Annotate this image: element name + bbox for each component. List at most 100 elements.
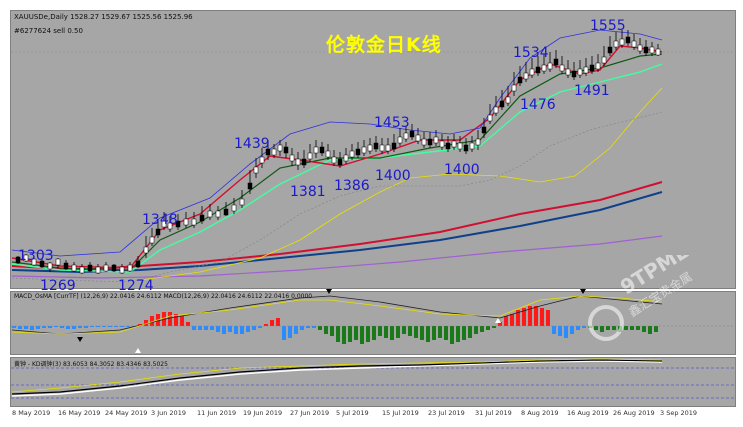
candle-body bbox=[433, 136, 439, 144]
candle-body bbox=[63, 262, 69, 270]
date-label: 11 Jun 2019 bbox=[197, 409, 237, 417]
macd-bar bbox=[378, 326, 382, 336]
candle-body bbox=[403, 132, 409, 140]
macd-bar bbox=[570, 326, 574, 334]
macd-bar bbox=[330, 326, 334, 336]
candle-body bbox=[325, 150, 331, 158]
candle-body bbox=[421, 138, 427, 146]
macd-bar bbox=[480, 326, 484, 332]
candle-body bbox=[499, 100, 505, 108]
candle-body bbox=[231, 204, 237, 212]
candle-body bbox=[505, 96, 511, 104]
price-label: 1386 bbox=[334, 178, 370, 194]
macd-bar bbox=[450, 326, 454, 344]
candle-body bbox=[577, 68, 583, 76]
candle-body bbox=[397, 136, 403, 144]
date-label: 8 May 2019 bbox=[12, 409, 51, 417]
macd-bar bbox=[492, 326, 496, 328]
candle-body bbox=[15, 256, 21, 264]
macd-bar bbox=[510, 314, 514, 326]
price-label: 1555 bbox=[590, 18, 626, 34]
candle-body bbox=[331, 156, 337, 164]
macd-bar bbox=[546, 310, 550, 326]
macd-bar bbox=[462, 326, 466, 340]
candle-body bbox=[541, 64, 547, 72]
macd-bar bbox=[186, 322, 190, 326]
price-label: 1476 bbox=[520, 97, 556, 113]
macd-bar bbox=[168, 312, 172, 326]
macd-bar bbox=[636, 326, 640, 330]
macd-bar bbox=[630, 326, 634, 330]
candle-body bbox=[289, 154, 295, 162]
macd-bar bbox=[600, 326, 604, 332]
candle-body bbox=[487, 114, 493, 122]
macd-bar bbox=[96, 326, 100, 327]
macd-bar bbox=[204, 326, 208, 330]
macd-bar bbox=[72, 326, 76, 329]
candle-body bbox=[253, 166, 259, 174]
candle-body bbox=[143, 246, 149, 254]
kd-line-d bbox=[11, 359, 663, 395]
macd-bar bbox=[180, 316, 184, 326]
macd-bar bbox=[210, 326, 214, 330]
macd-bar bbox=[654, 326, 658, 332]
macd-bar bbox=[108, 326, 112, 327]
macd-bar bbox=[384, 326, 388, 338]
candle-body bbox=[319, 146, 325, 154]
macd-bar bbox=[114, 326, 118, 327]
candle-body bbox=[553, 58, 559, 66]
candle-body bbox=[199, 214, 205, 222]
candle-body bbox=[183, 218, 189, 226]
macd-bar bbox=[90, 326, 94, 327]
macd-bar bbox=[582, 326, 586, 328]
date-label: 8 Aug 2019 bbox=[521, 409, 559, 417]
macd-bar bbox=[396, 326, 400, 338]
macd-bar bbox=[648, 326, 652, 334]
price-label: 1400 bbox=[444, 162, 480, 178]
candle-body bbox=[631, 40, 637, 48]
macd-bar bbox=[474, 326, 478, 334]
ma-line-green bbox=[11, 53, 663, 271]
macd-bar bbox=[282, 326, 286, 340]
macd-bar bbox=[324, 326, 328, 334]
candle-body bbox=[493, 106, 499, 114]
macd-bar bbox=[408, 326, 412, 336]
candle-body bbox=[415, 134, 421, 142]
macd-bar bbox=[174, 314, 178, 326]
candle-body bbox=[191, 218, 197, 226]
candle-body bbox=[463, 144, 469, 152]
macd-bar bbox=[84, 326, 88, 328]
macd-bar bbox=[150, 316, 154, 326]
macd-panel[interactable] bbox=[10, 291, 736, 355]
candle-body bbox=[517, 76, 523, 84]
macd-bar bbox=[42, 326, 46, 328]
macd-bar bbox=[336, 326, 340, 342]
macd-bar bbox=[522, 308, 526, 326]
macd-bar bbox=[54, 326, 58, 327]
candle-body bbox=[379, 144, 385, 152]
candle-body bbox=[215, 210, 221, 218]
date-label: 31 Jul 2019 bbox=[475, 409, 512, 417]
macd-bar bbox=[216, 326, 220, 332]
macd-bar bbox=[360, 326, 364, 344]
macd-bar bbox=[438, 326, 442, 338]
candle-body bbox=[23, 254, 29, 262]
date-label: 24 May 2019 bbox=[105, 409, 148, 417]
ma-line-yellow bbox=[139, 87, 663, 281]
macd-bar bbox=[414, 326, 418, 338]
candle-body bbox=[601, 56, 607, 64]
date-label: 27 Jun 2019 bbox=[290, 409, 330, 417]
date-label: 16 May 2019 bbox=[58, 409, 101, 417]
candle-body bbox=[155, 228, 161, 236]
candle-body bbox=[637, 44, 643, 52]
candle-body bbox=[307, 152, 313, 160]
macd-bar bbox=[162, 312, 166, 326]
macd-bar bbox=[564, 326, 568, 338]
macd-bar bbox=[486, 326, 490, 330]
macd-bar bbox=[192, 326, 196, 330]
macd-bar bbox=[198, 326, 202, 330]
macd-bar bbox=[402, 326, 406, 334]
price-label: 1269 bbox=[40, 278, 76, 294]
